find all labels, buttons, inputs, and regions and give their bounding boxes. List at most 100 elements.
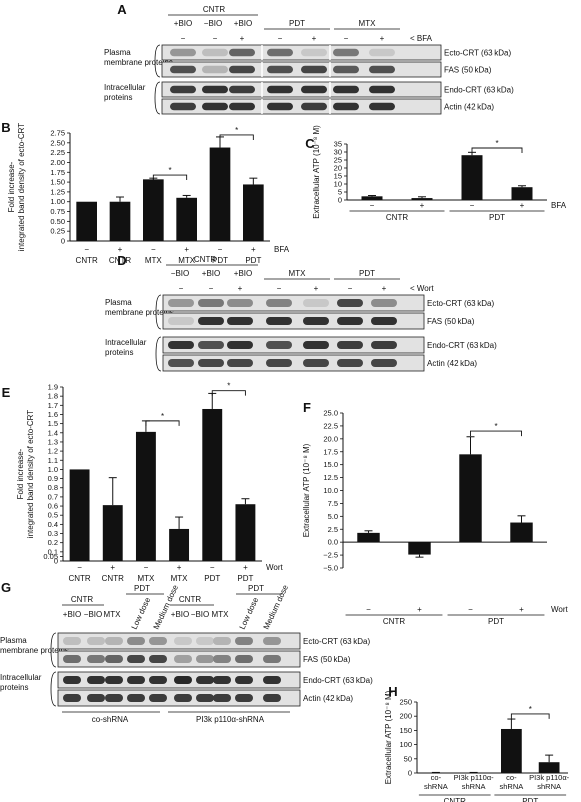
y-tick-label: 20	[334, 164, 342, 173]
category-label: CNTR	[102, 574, 124, 583]
y-axis-label: Extracellular ATP (10⁻⁸ M)	[384, 690, 393, 784]
band	[196, 655, 214, 663]
category-label: shRNA	[462, 782, 486, 791]
lane-label: +BIO	[171, 610, 189, 619]
y-tick-label: 0.75	[50, 207, 65, 216]
sign-label: −	[218, 245, 223, 254]
band	[87, 694, 105, 702]
band	[170, 48, 196, 57]
lane-label: Medium dose	[152, 583, 181, 631]
y-tick-label: 1.3	[48, 437, 58, 446]
band	[87, 655, 105, 663]
side-label-membrane-line: Plasma	[0, 636, 27, 645]
band	[170, 102, 196, 111]
group-label: PDT	[248, 584, 264, 593]
panel-label: B	[1, 120, 10, 135]
band	[213, 637, 231, 645]
side-label-membrane-line: membrane proteins	[104, 58, 173, 67]
header-group: MTX	[359, 19, 377, 28]
y-tick-label: 200	[399, 712, 412, 721]
band	[168, 341, 194, 349]
band	[369, 85, 395, 94]
category-label: CNTR	[109, 256, 131, 265]
y-tick-label: 0	[61, 237, 65, 246]
category-label: PDT	[245, 256, 261, 265]
lane-label: −BIO	[84, 610, 102, 619]
sign-label: +	[243, 563, 248, 572]
y-tick-label: 22.5	[323, 421, 338, 430]
y-tick-label: 2.25	[50, 148, 65, 157]
y-tick-label: 0	[408, 769, 412, 778]
y-tick-label: 1.1	[48, 456, 58, 465]
band	[371, 341, 397, 349]
side-label-membrane-line: Plasma	[104, 48, 131, 57]
sign-label: +	[184, 245, 189, 254]
y-tick-label: 2.75	[50, 129, 65, 138]
band	[235, 655, 253, 663]
significance-bracket	[470, 430, 522, 437]
lane-label: Low dose	[130, 596, 153, 631]
treatment-label: BFA	[274, 245, 290, 254]
y-tick-label: 20.0	[323, 434, 338, 443]
bar-0	[69, 469, 90, 561]
category-label: shRNA	[499, 782, 523, 791]
subgroup-label: +BIO	[202, 269, 220, 278]
band	[301, 102, 327, 111]
sign-label: +	[177, 563, 182, 572]
y-tick-label: −2.5	[323, 551, 338, 560]
band	[168, 299, 194, 307]
category-label: CNTR	[68, 574, 90, 583]
subgroup-label: +BIO	[234, 19, 252, 28]
band-label: Actin (42 kDa)	[444, 103, 494, 112]
band	[337, 359, 363, 367]
bar-chart-H: H 0 50 100 150 200 250 Extracellular ATP (10⁻⁸ …	[384, 684, 570, 802]
significance-bracket	[211, 390, 246, 396]
y-tick-label: 25	[334, 156, 342, 165]
significance-star: *	[227, 382, 230, 391]
y-tick-label: 250	[399, 698, 412, 707]
treatment-label: Wort	[551, 605, 569, 614]
band-label: Ecto-CRT (63 kDa)	[303, 637, 370, 646]
brace	[154, 81, 161, 115]
sign-label: −	[144, 563, 149, 572]
band	[105, 676, 123, 684]
y-tick-label: 1.0	[48, 465, 58, 474]
band	[87, 637, 105, 645]
category-label: shRNA	[537, 782, 561, 791]
band-label: FAS (50 kDa)	[427, 317, 475, 326]
y-tick-label: 0.05	[43, 552, 58, 561]
significance-bracket	[152, 174, 188, 181]
group-label: CNTR	[71, 595, 93, 604]
sign-label: +	[382, 284, 387, 293]
brace	[155, 294, 162, 330]
y-tick-label: 12.5	[323, 473, 338, 482]
band-label: Endo-CRT (63 kDa)	[303, 676, 373, 685]
sign-label: −	[344, 34, 349, 43]
bar-chart-E: E00.050.10.20.30.40.50.60.70.80.91.01.11…	[2, 382, 284, 583]
bar-0	[357, 532, 380, 543]
band	[303, 359, 329, 367]
band	[227, 317, 253, 325]
band	[337, 341, 363, 349]
sign-label: −	[370, 201, 375, 210]
category-label: co-	[431, 773, 442, 782]
band	[63, 655, 81, 663]
band	[227, 341, 253, 349]
y-axis-label: Extracellular ATP (10⁻⁸ M)	[302, 443, 311, 537]
y-tick-label: 10.0	[323, 486, 338, 495]
category-label: PDT	[237, 574, 253, 583]
band	[263, 676, 281, 684]
sign-label: +	[312, 34, 317, 43]
side-label-intracellular-line: Intracellular	[0, 673, 42, 682]
band-label: FAS (50 kDa)	[444, 66, 492, 75]
side-label-intracellular-line: proteins	[105, 348, 133, 357]
band	[301, 65, 327, 74]
sign-label: +	[110, 563, 115, 572]
band	[301, 48, 327, 57]
bar-4	[209, 147, 231, 241]
y-tick-label: 50	[404, 754, 412, 763]
